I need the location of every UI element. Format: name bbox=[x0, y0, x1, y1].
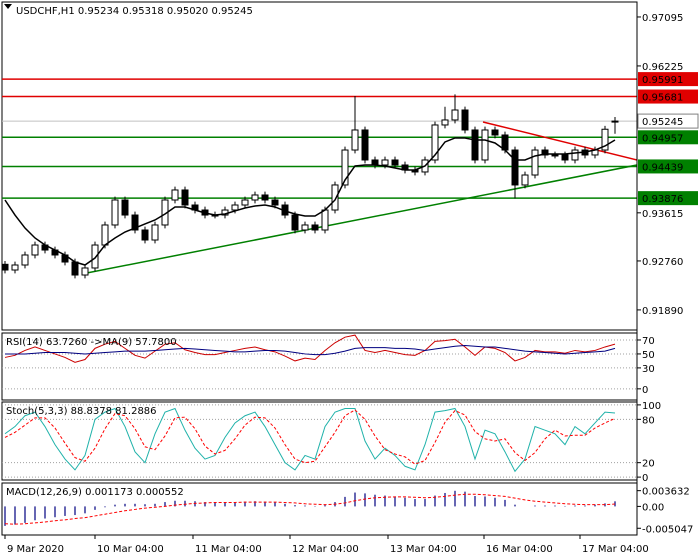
indicator-line bbox=[5, 345, 616, 356]
level-label: 0.95681 bbox=[642, 93, 683, 104]
panel-title: MACD(12,26,9) 0.001173 0.000552 bbox=[6, 487, 184, 498]
level-label-box bbox=[638, 72, 698, 87]
y-tick-label: 0.97095 bbox=[642, 13, 683, 24]
candle-body bbox=[431, 124, 439, 161]
x-tick-label: 10 Mar 04:00 bbox=[97, 544, 164, 555]
indicator-line bbox=[4, 334, 616, 363]
candle-body bbox=[111, 199, 119, 226]
candle-body bbox=[551, 154, 559, 157]
candle-body bbox=[451, 109, 459, 121]
current-price-label: 0.95245 bbox=[642, 117, 683, 128]
level-label-box bbox=[638, 159, 698, 174]
candle-body bbox=[391, 159, 399, 166]
menu-icon[interactable] bbox=[4, 4, 12, 9]
level-label-box bbox=[638, 191, 698, 206]
level-label-box bbox=[638, 89, 698, 104]
candle-body bbox=[371, 159, 379, 166]
candle-body bbox=[541, 149, 549, 156]
x-tick-label: 13 Mar 04:00 bbox=[390, 544, 457, 555]
moving-average bbox=[4, 137, 616, 266]
level-label: 0.94957 bbox=[642, 133, 683, 144]
y-tick-label: 0 bbox=[642, 473, 648, 484]
candle-body bbox=[21, 254, 29, 266]
y-tick-label: 0.92760 bbox=[642, 257, 683, 268]
candle-body bbox=[441, 119, 449, 126]
y-tick-label: 0 bbox=[642, 385, 648, 396]
candle-body bbox=[471, 129, 479, 161]
candle-body bbox=[31, 244, 39, 256]
level-label-box bbox=[638, 130, 698, 145]
candle-body bbox=[381, 159, 389, 166]
level-label: 0.93876 bbox=[642, 194, 683, 205]
candle-body bbox=[251, 194, 259, 201]
candle-body bbox=[271, 199, 279, 206]
candle-body bbox=[461, 109, 469, 131]
y-tick-label: 70 bbox=[642, 336, 655, 347]
trend-line bbox=[87, 164, 638, 274]
candle-body bbox=[91, 244, 99, 269]
candle-body bbox=[11, 264, 19, 271]
candle-body bbox=[331, 184, 339, 211]
x-tick-label: 12 Mar 04:00 bbox=[292, 544, 359, 555]
trend-line bbox=[482, 121, 638, 161]
candle-body bbox=[511, 149, 519, 186]
current-price-box bbox=[637, 113, 699, 129]
candle-body bbox=[311, 224, 319, 231]
candle-body bbox=[81, 267, 89, 276]
candle-body bbox=[181, 189, 189, 206]
x-tick-label: 17 Mar 04:00 bbox=[582, 544, 649, 555]
candle-body bbox=[571, 149, 579, 161]
level-label: 0.95991 bbox=[642, 75, 683, 86]
candle-body bbox=[341, 149, 349, 186]
candle-body bbox=[131, 214, 139, 231]
level-label: 0.94439 bbox=[642, 162, 683, 173]
y-tick-label: 0.00 bbox=[642, 502, 664, 513]
y-tick-label: 20 bbox=[642, 459, 655, 470]
candle-body bbox=[531, 149, 539, 176]
x-tick-label: 11 Mar 04:00 bbox=[195, 544, 262, 555]
panel-title: Stoch(5,3,3) 88.8378 81.2886 bbox=[6, 406, 157, 417]
indicator-line bbox=[4, 409, 616, 465]
candle-body bbox=[231, 204, 239, 211]
candle-body bbox=[151, 224, 159, 241]
y-tick-label: 0.91890 bbox=[642, 306, 683, 317]
candle-body bbox=[601, 128, 609, 151]
candle-body bbox=[561, 154, 569, 161]
y-tick-label: 50 bbox=[642, 350, 655, 361]
candle-body bbox=[261, 194, 269, 201]
x-tick-label: 16 Mar 04:00 bbox=[486, 544, 553, 555]
candle-body bbox=[611, 120, 619, 123]
candle-body bbox=[301, 224, 309, 231]
y-tick-label: 100 bbox=[642, 401, 661, 412]
panel-title: RSI(14) 63.7260 ->MA(9) 57.7800 bbox=[6, 337, 177, 348]
candle-body bbox=[291, 214, 299, 231]
signal-line bbox=[4, 493, 616, 525]
candle-body bbox=[1, 263, 9, 271]
y-tick-label: -0.005047 bbox=[642, 524, 693, 535]
indicator-line bbox=[4, 407, 616, 473]
y-tick-label: 80 bbox=[642, 415, 655, 426]
candle-body bbox=[521, 174, 529, 186]
y-tick-label: 0.93615 bbox=[642, 209, 683, 220]
candle-body bbox=[171, 189, 179, 201]
candle-body bbox=[361, 129, 369, 161]
x-tick-label: 9 Mar 2020 bbox=[7, 544, 64, 555]
candle-body bbox=[141, 229, 149, 241]
y-tick-label: 0.96225 bbox=[642, 62, 683, 73]
candle-body bbox=[481, 129, 489, 161]
y-tick-label: 0.003632 bbox=[642, 487, 690, 498]
candle-body bbox=[121, 199, 129, 216]
candle-body bbox=[101, 224, 109, 246]
candle-body bbox=[491, 129, 499, 136]
candle-body bbox=[321, 209, 329, 231]
y-tick-label: 30 bbox=[642, 364, 655, 375]
panel-title: USDCHF,H1 0.95234 0.95318 0.95020 0.9524… bbox=[16, 6, 253, 17]
candle-body bbox=[351, 129, 359, 151]
candle-body bbox=[71, 261, 79, 276]
candle-body bbox=[241, 199, 249, 206]
